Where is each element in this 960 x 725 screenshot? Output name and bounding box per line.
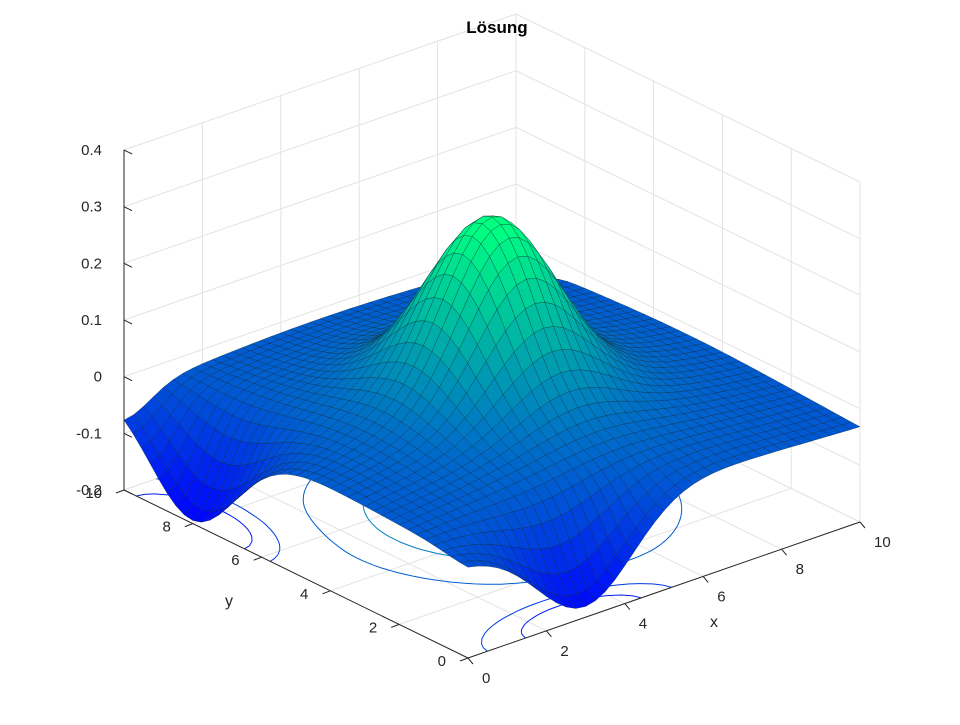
y-tick-label: 6 <box>231 552 239 569</box>
z-tick-label: 0.3 <box>81 199 102 216</box>
x-tick <box>859 521 866 529</box>
grid-line <box>123 70 517 208</box>
y-tick <box>322 590 331 595</box>
grid-line <box>123 126 517 264</box>
y-axis-label: y <box>225 593 233 610</box>
x-tick <box>781 548 787 556</box>
grid-line <box>123 183 517 321</box>
x-tick-label: 0 <box>482 670 490 687</box>
grid-line <box>515 13 861 183</box>
y-tick <box>253 556 262 561</box>
y-tick-label: 8 <box>162 519 170 536</box>
z-tick-label: 0.2 <box>81 255 102 272</box>
z-tick-label: 0.4 <box>81 142 102 159</box>
surface-layer <box>123 215 861 609</box>
grid-line <box>515 70 861 240</box>
grid-line <box>515 126 861 296</box>
z-tick-label: 0.1 <box>81 312 102 329</box>
z-tick <box>123 376 133 382</box>
y-tick <box>459 657 469 662</box>
x-axis-line <box>467 521 861 659</box>
y-tick-label: 4 <box>300 586 308 603</box>
x-axis-label: x <box>710 614 718 631</box>
y-tick-label: 0 <box>438 653 446 670</box>
z-tick-label: -0.2 <box>76 482 102 499</box>
surface-patch <box>458 560 479 568</box>
z-tick <box>123 206 133 212</box>
x-tick-label: 8 <box>796 561 804 578</box>
x-tick-label: 4 <box>639 616 647 633</box>
y-tick-label: 10 <box>85 485 102 502</box>
chart-title: Lösung <box>466 18 527 37</box>
x-tick <box>546 630 552 638</box>
x-tick-label: 2 <box>560 643 568 660</box>
x-tick <box>624 603 631 610</box>
y-tick-label: 2 <box>369 619 377 636</box>
x-tick-label: 6 <box>717 588 725 605</box>
grid-line <box>123 13 517 151</box>
z-tick <box>123 149 133 155</box>
grid-line <box>202 462 547 632</box>
z-tick-label: 0 <box>94 369 102 386</box>
z-tick <box>123 432 133 438</box>
y-tick <box>391 623 400 628</box>
z-tick <box>123 262 133 268</box>
y-axis-line <box>123 489 469 659</box>
z-tick-label: -0.1 <box>76 425 102 442</box>
x-tick <box>702 576 709 583</box>
y-tick <box>115 489 125 494</box>
y-tick <box>184 523 193 528</box>
x-tick <box>467 657 474 665</box>
x-tick-label: 10 <box>874 534 891 551</box>
axis-layer: -0.2 -0.1 0 0.1 0.2 0.3 0.4 0 2 4 6 8 10 0 2 4 6 8 10 <box>76 142 891 687</box>
z-tick <box>123 319 133 325</box>
grid-line <box>515 183 861 353</box>
grid-line <box>515 240 861 410</box>
